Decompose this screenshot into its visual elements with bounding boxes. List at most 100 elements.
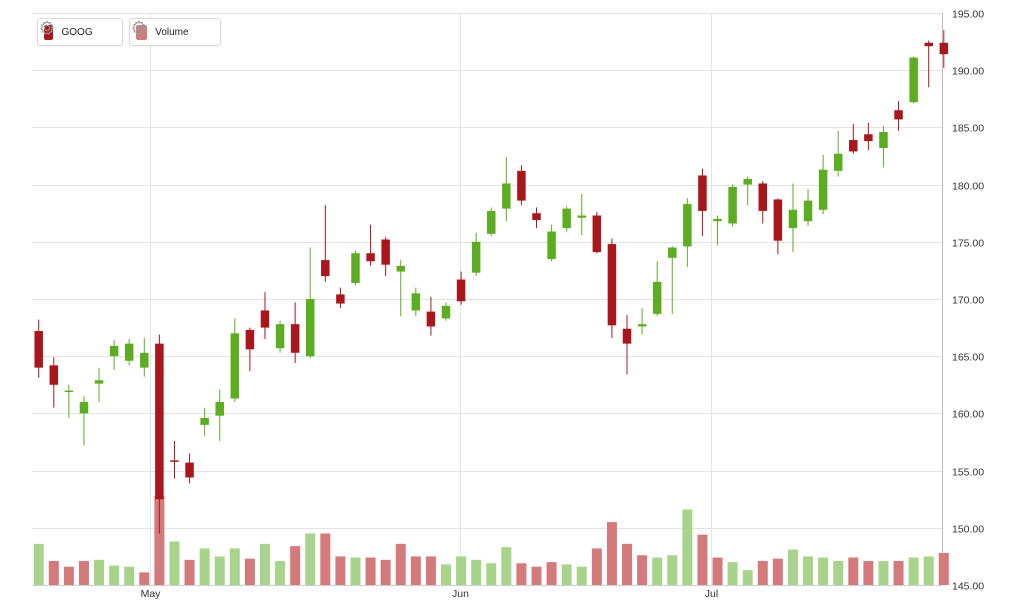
y-tick-label: 185.00: [952, 123, 984, 135]
volume-bar: [229, 548, 240, 585]
candle-body: [336, 294, 345, 304]
volume-bar: [923, 556, 934, 585]
x-tick-label: Jul: [705, 588, 718, 600]
volume-bar: [787, 549, 798, 585]
candle-body: [818, 169, 828, 210]
volume-bar: [139, 572, 150, 585]
volume-bar: [667, 555, 678, 585]
volume-bar: [818, 557, 829, 585]
volume-bar: [712, 557, 723, 585]
volume-bar: [908, 557, 919, 585]
y-tick-label: 155.00: [952, 467, 984, 479]
volume-bar: [184, 559, 195, 585]
volume-bar: [486, 563, 497, 585]
candle-body: [668, 247, 677, 258]
volume-bar: [259, 543, 270, 585]
volume-bar: [63, 566, 74, 585]
volume-bar: [244, 558, 255, 585]
volume-bar: [622, 543, 633, 585]
gear-icon[interactable]: [40, 20, 116, 41]
volume-bar: [652, 557, 663, 585]
volume-bar: [591, 548, 602, 585]
candle-body: [622, 328, 632, 344]
candle-body: [517, 170, 526, 201]
candle-body: [864, 134, 873, 142]
volume-bar: [199, 548, 210, 585]
candle-body: [34, 331, 43, 368]
volume-bar: [471, 559, 482, 585]
candle-body: [879, 131, 888, 148]
candle-body: [773, 199, 783, 241]
candle-body: [456, 279, 466, 302]
candle-body: [230, 333, 240, 399]
volume-bar: [169, 541, 180, 585]
candle-body: [381, 239, 390, 265]
volume-bar: [380, 559, 391, 585]
volume-bar: [833, 560, 844, 585]
volume-bar: [561, 564, 572, 585]
candle-body: [305, 299, 315, 357]
volume-bar: [576, 566, 587, 585]
candle-body: [728, 186, 737, 224]
volume-bar: [456, 556, 467, 585]
candle-body: [321, 260, 330, 277]
candle-body: [290, 324, 300, 353]
legend-volume[interactable]: Volume: [129, 18, 221, 46]
candle-body: [547, 231, 556, 259]
volume-bar: [440, 564, 451, 585]
y-tick-label: 190.00: [952, 66, 984, 78]
legend-goog-label: GOOG: [61, 26, 93, 38]
volume-bar: [365, 557, 376, 585]
y-tick-label: 195.00: [952, 9, 984, 21]
volume-bar: [33, 543, 44, 585]
candle-body: [245, 329, 255, 350]
volume-bar: [501, 547, 512, 585]
candle-body: [471, 241, 481, 273]
volume-bar: [275, 560, 286, 585]
candle-body: [924, 42, 933, 47]
candle-body: [683, 204, 692, 247]
candle-body: [894, 110, 903, 120]
candle-body: [532, 213, 541, 221]
y-tick-label: 180.00: [952, 181, 984, 193]
x-tick-label: May: [141, 588, 162, 600]
candle-body: [109, 345, 119, 357]
volume-bar: [516, 563, 527, 585]
candle-body: [396, 265, 405, 272]
legend-goog[interactable]: GOOG: [37, 18, 123, 46]
candle-body: [637, 324, 647, 327]
y-tick-label: 170.00: [952, 295, 984, 307]
candle-body: [909, 57, 918, 103]
volume-bar: [78, 560, 89, 585]
candle-body: [487, 210, 496, 234]
candle-body: [79, 401, 89, 414]
volume-bar: [637, 555, 648, 585]
candle-body: [939, 42, 949, 55]
volume-bar: [878, 560, 889, 585]
volume-bar: [425, 556, 436, 585]
candle-body: [577, 215, 587, 218]
candle-body: [170, 460, 179, 462]
volume-bar: [531, 566, 542, 585]
candle-body: [502, 183, 511, 209]
candle-body: [411, 293, 421, 311]
volume-bar: [546, 562, 557, 585]
volume-bar: [606, 522, 617, 585]
candle-body: [185, 462, 194, 478]
volume-bar: [335, 556, 346, 585]
candle-body: [713, 218, 722, 222]
candle-body: [803, 200, 813, 222]
y-tick-label: 150.00: [952, 524, 984, 536]
candle-body: [441, 305, 451, 319]
candle-body: [652, 281, 662, 314]
volume-bar: [124, 566, 135, 585]
gear-icon[interactable]: [132, 20, 214, 41]
candle-body: [849, 139, 858, 152]
candle-body: [426, 311, 436, 327]
candle-body: [124, 343, 134, 361]
volume-bar: [697, 534, 708, 585]
candle-body: [788, 209, 798, 229]
legend-volume-label: Volume: [155, 26, 189, 38]
volume-bar: [350, 557, 361, 585]
